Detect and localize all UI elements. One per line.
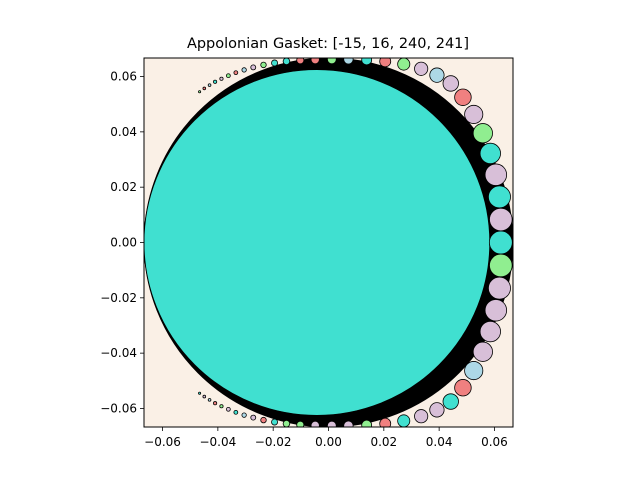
gasket-circle: [429, 67, 445, 83]
gasket-circle: [414, 409, 429, 424]
y-tick-label: −0.02: [100, 291, 137, 305]
y-tick-label: 0.04: [110, 125, 137, 139]
main-circle: [144, 69, 491, 416]
y-tick-label: 0.00: [110, 236, 137, 250]
chart-title: Appolonian Gasket: [-15, 16, 240, 241]: [187, 36, 469, 52]
y-tick-label: 0.06: [110, 70, 137, 84]
gasket-circle: [464, 361, 484, 381]
gasket-circle: [479, 320, 501, 343]
gasket-circle: [442, 393, 459, 410]
gasket-circle: [442, 75, 459, 92]
gasket-circle: [271, 418, 278, 426]
gasket-circle: [479, 142, 501, 165]
gasket-circle: [484, 163, 508, 186]
gasket-circle: [271, 59, 278, 67]
x-tick-label: 0.02: [370, 435, 397, 449]
gasket-circle: [213, 79, 218, 84]
gasket-circle: [198, 90, 202, 94]
gasket-circle: [226, 406, 231, 412]
gasket-circle: [361, 58, 373, 66]
gasket-circle: [282, 58, 291, 66]
y-tick-label: −0.06: [100, 401, 137, 415]
gasket-circle: [489, 253, 513, 278]
gasket-circle: [213, 401, 218, 406]
x-axis: −0.06 −0.04 −0.02 0.00 0.02 0.04 0.06: [144, 427, 508, 449]
gasket-circle: [472, 123, 493, 144]
gasket-circle: [198, 391, 202, 395]
x-tick-label: 0.04: [426, 435, 453, 449]
gasket-circle: [464, 104, 484, 124]
gasket-circle: [379, 417, 392, 427]
y-tick-label: −0.04: [100, 346, 137, 360]
gasket-circles: [144, 58, 513, 427]
gasket-circle: [429, 402, 445, 418]
gasket-circle: [326, 420, 337, 427]
gasket-circle: [202, 86, 207, 91]
gasket-circle: [489, 207, 513, 232]
gasket-circle: [484, 299, 508, 322]
x-tick-label: 0.06: [481, 435, 508, 449]
gasket-circle: [207, 398, 212, 402]
gasket-circle: [326, 58, 337, 65]
gasket-circle: [233, 409, 239, 415]
gasket-circle: [310, 420, 320, 427]
gasket-circle: [260, 416, 267, 424]
gasket-circle: [260, 61, 267, 69]
gasket-circle: [454, 379, 472, 397]
gasket-circle: [233, 70, 239, 76]
gasket-circle: [219, 404, 224, 409]
gasket-circle: [241, 412, 247, 418]
gasket-circle: [343, 420, 354, 427]
gasket-circle: [343, 58, 354, 65]
gasket-circle: [414, 61, 429, 76]
gasket-circle: [361, 419, 373, 427]
gasket-circle: [397, 414, 411, 427]
gasket-circle: [397, 58, 411, 71]
y-tick-label: 0.02: [110, 180, 137, 194]
gasket-circle: [202, 394, 207, 399]
x-tick-label: 0.00: [315, 435, 342, 449]
gasket-circle: [219, 76, 224, 81]
gasket-circle: [379, 58, 392, 68]
gasket-circle: [250, 414, 257, 421]
gasket-circle: [241, 67, 247, 73]
gasket-circle: [296, 420, 305, 427]
gasket-circle: [207, 83, 212, 87]
gasket-circle: [488, 230, 513, 255]
gasket-circle: [296, 58, 305, 65]
y-axis: −0.06 −0.04 −0.02 0.00 0.02 0.04 0.06: [100, 70, 144, 415]
gasket-circle: [487, 276, 511, 300]
gasket-circle: [250, 64, 257, 71]
gasket-circle: [472, 341, 493, 362]
x-tick-label: −0.04: [199, 435, 236, 449]
x-tick-label: −0.06: [144, 435, 181, 449]
gasket-circle: [454, 88, 472, 106]
gasket-circle: [226, 73, 231, 79]
gasket-circle: [282, 419, 291, 427]
gasket-circle: [487, 185, 511, 209]
x-tick-label: −0.02: [255, 435, 292, 449]
gasket-circle: [310, 58, 320, 65]
